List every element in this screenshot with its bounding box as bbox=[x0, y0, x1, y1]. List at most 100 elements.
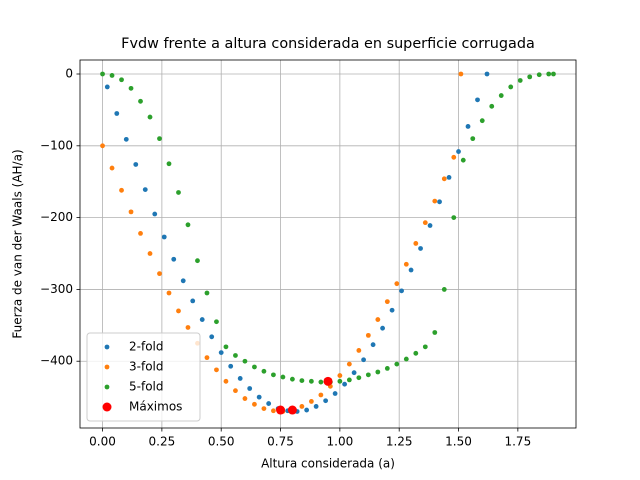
legend-marker bbox=[104, 364, 110, 370]
data-point bbox=[356, 375, 362, 381]
data-point bbox=[138, 231, 143, 236]
data-point bbox=[394, 361, 400, 367]
legend-label: 2-fold bbox=[129, 340, 163, 354]
data-point bbox=[242, 358, 248, 364]
data-point bbox=[422, 344, 428, 350]
data-point bbox=[119, 77, 124, 83]
data-point bbox=[299, 378, 305, 384]
data-point bbox=[180, 278, 186, 284]
x-axis-label: Altura considerada (a) bbox=[261, 457, 395, 471]
data-point bbox=[261, 368, 267, 374]
data-point bbox=[361, 357, 366, 363]
legend-marker bbox=[104, 344, 110, 350]
data-point bbox=[308, 399, 314, 404]
y-tick-label: −300 bbox=[40, 282, 73, 296]
data-point bbox=[280, 374, 286, 380]
legend-marker bbox=[104, 384, 110, 390]
data-point bbox=[109, 73, 115, 78]
data-point bbox=[218, 350, 224, 356]
data-point bbox=[104, 84, 110, 90]
data-point bbox=[470, 136, 476, 142]
data-point bbox=[161, 234, 167, 240]
data-point bbox=[287, 405, 297, 415]
data-point bbox=[546, 71, 552, 77]
data-point bbox=[223, 378, 229, 384]
data-point bbox=[498, 93, 504, 98]
data-point bbox=[384, 299, 390, 305]
data-point bbox=[484, 71, 490, 77]
data-point bbox=[551, 71, 556, 77]
data-point bbox=[228, 363, 234, 369]
data-point bbox=[432, 330, 438, 335]
x-tick-label: 1.75 bbox=[504, 435, 531, 449]
data-point bbox=[451, 215, 457, 221]
data-point bbox=[195, 258, 200, 264]
x-tick-label: 1.25 bbox=[386, 435, 413, 449]
data-point bbox=[276, 405, 286, 415]
data-point bbox=[119, 187, 124, 193]
data-point bbox=[337, 373, 343, 378]
data-point bbox=[318, 379, 324, 385]
data-point bbox=[185, 325, 191, 330]
data-point bbox=[233, 388, 238, 394]
data-point bbox=[171, 256, 177, 262]
data-point bbox=[252, 364, 257, 370]
plot-frame bbox=[79, 59, 577, 429]
data-point bbox=[123, 136, 129, 142]
legend-box bbox=[86, 332, 201, 422]
y-tick-label: −400 bbox=[40, 354, 73, 368]
data-point bbox=[252, 401, 257, 407]
data-point bbox=[114, 111, 120, 116]
y-axis-label: Fuerza de van der Waals (AH/a) bbox=[11, 149, 25, 338]
data-point bbox=[508, 84, 514, 90]
legend-marker bbox=[102, 402, 112, 412]
data-point bbox=[384, 366, 390, 371]
data-point bbox=[380, 325, 385, 331]
data-point bbox=[446, 175, 452, 180]
data-point bbox=[199, 317, 205, 322]
data-point bbox=[370, 342, 376, 348]
data-point bbox=[176, 190, 181, 195]
data-point bbox=[204, 290, 210, 296]
data-point bbox=[271, 408, 276, 414]
data-point bbox=[394, 281, 400, 287]
chart-title: Fvdw frente a altura considerada en supe… bbox=[121, 36, 535, 52]
data-point bbox=[418, 246, 423, 251]
data-point bbox=[128, 209, 134, 215]
data-point bbox=[247, 386, 253, 391]
data-point bbox=[261, 406, 267, 412]
data-point bbox=[456, 149, 461, 154]
data-point bbox=[441, 176, 447, 182]
data-point bbox=[128, 85, 134, 91]
data-point bbox=[209, 334, 215, 340]
data-point bbox=[100, 143, 105, 149]
data-point bbox=[290, 376, 295, 382]
data-point bbox=[437, 199, 442, 205]
data-point bbox=[489, 103, 495, 109]
data-point bbox=[166, 290, 172, 296]
data-point bbox=[142, 187, 148, 193]
y-tick-label: −200 bbox=[40, 210, 73, 224]
data-point bbox=[256, 394, 262, 400]
data-point bbox=[214, 367, 219, 373]
data-point bbox=[237, 376, 243, 381]
data-point bbox=[185, 222, 191, 228]
data-point bbox=[479, 118, 485, 124]
y-tick-label: 0 bbox=[65, 67, 73, 81]
data-point bbox=[365, 332, 371, 338]
data-point bbox=[403, 356, 409, 362]
data-point bbox=[517, 78, 523, 83]
data-point bbox=[432, 198, 438, 204]
data-point bbox=[375, 317, 381, 322]
data-point bbox=[389, 307, 395, 313]
data-point bbox=[147, 114, 153, 120]
x-tick-label: 1.00 bbox=[327, 435, 354, 449]
data-point bbox=[403, 261, 409, 267]
data-point bbox=[475, 97, 480, 103]
x-tick-label: 1.50 bbox=[445, 435, 472, 449]
data-point bbox=[214, 319, 219, 325]
data-point bbox=[460, 157, 466, 163]
data-point bbox=[133, 162, 139, 167]
data-point bbox=[413, 350, 419, 356]
